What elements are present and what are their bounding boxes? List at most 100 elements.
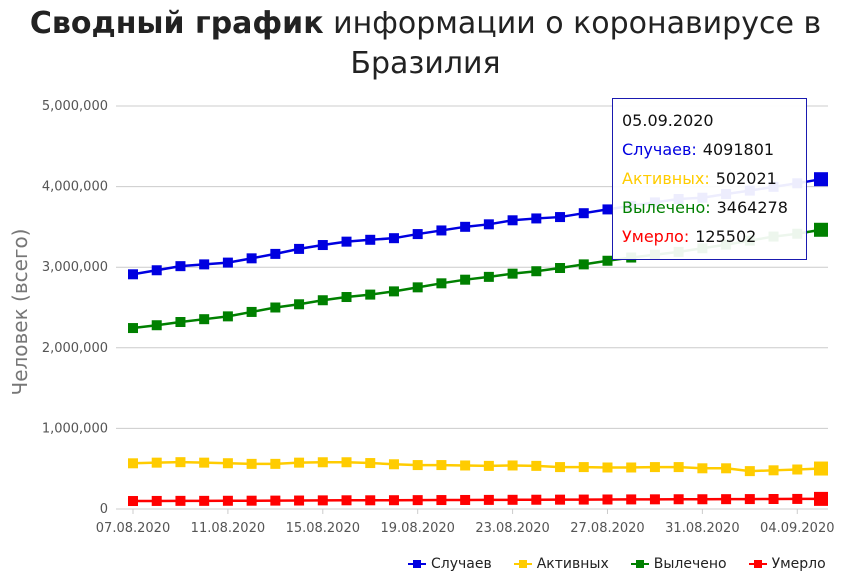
data-point[interactable] <box>365 495 376 506</box>
data-point[interactable] <box>270 495 281 506</box>
data-point[interactable] <box>483 494 494 505</box>
data-point[interactable] <box>436 225 447 236</box>
data-point[interactable] <box>744 466 755 477</box>
data-point[interactable] <box>412 460 423 471</box>
data-point[interactable] <box>460 494 471 505</box>
data-point[interactable] <box>317 457 328 468</box>
data-point[interactable] <box>531 213 542 224</box>
data-point[interactable] <box>507 460 518 471</box>
legend-item-recovered[interactable]: Вылечено <box>630 556 727 572</box>
data-point[interactable] <box>222 311 233 322</box>
data-point[interactable] <box>626 462 637 473</box>
data-point[interactable] <box>294 243 305 254</box>
data-point[interactable] <box>626 494 637 505</box>
data-point[interactable] <box>602 462 613 473</box>
data-point[interactable] <box>578 208 589 219</box>
data-point[interactable] <box>460 221 471 232</box>
data-point[interactable] <box>246 495 257 506</box>
data-point[interactable] <box>697 463 708 474</box>
data-point[interactable] <box>294 299 305 310</box>
data-point[interactable] <box>388 495 399 506</box>
data-point[interactable] <box>673 494 684 505</box>
data-point[interactable] <box>602 204 613 215</box>
data-point[interactable] <box>507 215 518 226</box>
data-point[interactable] <box>531 266 542 277</box>
data-point[interactable] <box>270 248 281 259</box>
data-point[interactable] <box>175 457 186 468</box>
data-point[interactable] <box>531 460 542 471</box>
data-point[interactable] <box>412 495 423 506</box>
data-point[interactable] <box>128 458 138 469</box>
data-point[interactable] <box>294 495 305 506</box>
data-point[interactable] <box>555 494 566 505</box>
data-point[interactable] <box>555 462 566 473</box>
data-point[interactable] <box>436 460 447 471</box>
data-point[interactable] <box>814 461 828 476</box>
data-point[interactable] <box>531 494 542 505</box>
data-point[interactable] <box>460 274 471 285</box>
data-point[interactable] <box>673 462 684 473</box>
data-point[interactable] <box>578 494 589 505</box>
data-point[interactable] <box>341 236 352 247</box>
data-point[interactable] <box>507 268 518 279</box>
data-point[interactable] <box>151 457 162 468</box>
data-point[interactable] <box>792 464 803 475</box>
data-point[interactable] <box>317 240 328 251</box>
legend-item-cases[interactable]: Случаев <box>408 556 492 572</box>
data-point[interactable] <box>814 491 828 506</box>
data-point[interactable] <box>199 259 210 270</box>
data-point[interactable] <box>175 261 186 272</box>
data-point[interactable] <box>222 257 233 268</box>
data-point[interactable] <box>365 234 376 245</box>
data-point[interactable] <box>412 282 423 293</box>
data-point[interactable] <box>460 460 471 471</box>
legend-item-deaths[interactable]: Умерло <box>748 556 826 572</box>
data-point[interactable] <box>128 269 138 280</box>
data-point[interactable] <box>602 494 613 505</box>
data-point[interactable] <box>507 494 518 505</box>
data-point[interactable] <box>578 259 589 270</box>
data-point[interactable] <box>222 458 233 469</box>
data-point[interactable] <box>814 172 828 187</box>
data-point[interactable] <box>222 495 233 506</box>
data-point[interactable] <box>578 462 589 473</box>
data-point[interactable] <box>697 494 708 505</box>
data-point[interactable] <box>151 320 162 331</box>
data-point[interactable] <box>199 495 210 506</box>
data-point[interactable] <box>483 219 494 230</box>
legend-item-active[interactable]: Активных <box>513 556 609 572</box>
data-point[interactable] <box>555 212 566 223</box>
data-point[interactable] <box>792 493 803 504</box>
data-point[interactable] <box>175 317 186 328</box>
data-point[interactable] <box>436 495 447 506</box>
data-point[interactable] <box>602 255 613 266</box>
data-point[interactable] <box>388 233 399 244</box>
data-point[interactable] <box>768 494 779 505</box>
data-point[interactable] <box>721 463 732 474</box>
data-point[interactable] <box>128 323 138 334</box>
data-point[interactable] <box>199 457 210 468</box>
data-point[interactable] <box>341 495 352 506</box>
data-point[interactable] <box>555 263 566 274</box>
data-point[interactable] <box>483 460 494 471</box>
data-point[interactable] <box>128 496 138 507</box>
data-point[interactable] <box>649 462 660 473</box>
data-point[interactable] <box>317 295 328 306</box>
data-point[interactable] <box>294 457 305 468</box>
data-point[interactable] <box>246 306 257 317</box>
data-point[interactable] <box>721 494 732 505</box>
data-point[interactable] <box>341 292 352 303</box>
data-point[interactable] <box>649 494 660 505</box>
data-point[interactable] <box>175 495 186 506</box>
data-point[interactable] <box>246 253 257 264</box>
data-point[interactable] <box>270 302 281 313</box>
data-point[interactable] <box>436 278 447 289</box>
data-point[interactable] <box>365 458 376 469</box>
data-point[interactable] <box>199 314 210 325</box>
data-point[interactable] <box>388 286 399 297</box>
data-point[interactable] <box>744 494 755 505</box>
data-point[interactable] <box>814 222 828 237</box>
data-point[interactable] <box>151 495 162 506</box>
data-point[interactable] <box>483 271 494 282</box>
data-point[interactable] <box>412 229 423 240</box>
